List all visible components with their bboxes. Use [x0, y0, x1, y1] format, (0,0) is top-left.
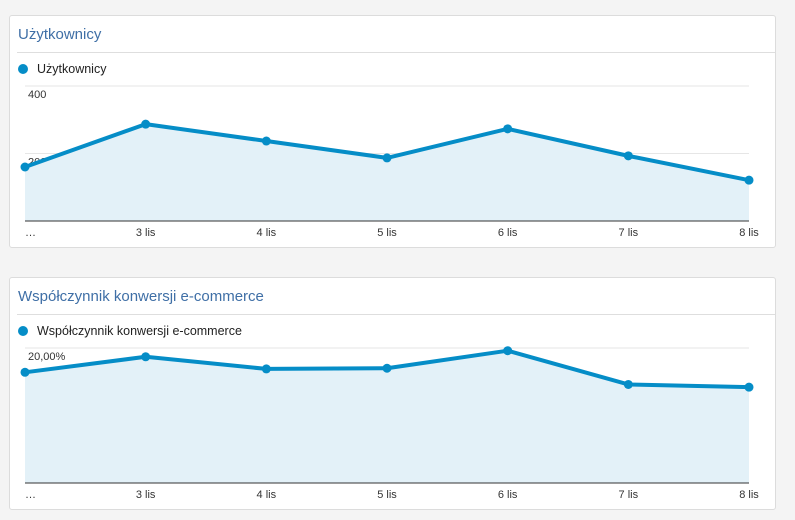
y-tick-label: 400	[28, 89, 46, 101]
data-point[interactable]	[503, 346, 513, 356]
data-point[interactable]	[20, 367, 30, 377]
x-tick-label: 6 lis	[498, 489, 518, 501]
data-point[interactable]	[141, 119, 151, 129]
data-point[interactable]	[261, 364, 271, 374]
conversion-chart-card: Współczynnik konwersji e-commerce Współc…	[9, 277, 776, 510]
x-tick-label: 6 lis	[498, 227, 518, 239]
x-tick-label: …	[25, 227, 36, 239]
data-point[interactable]	[261, 136, 271, 146]
area-fill	[25, 350, 749, 483]
x-tick-label: 5 lis	[377, 489, 397, 501]
legend-dot-icon	[18, 326, 28, 336]
x-tick-label: 5 lis	[377, 227, 397, 239]
divider	[17, 314, 775, 315]
data-point[interactable]	[141, 352, 151, 362]
y-tick-label: 20,00%	[28, 351, 66, 363]
legend-label: Użytkownicy	[37, 62, 107, 76]
x-tick-label: 4 lis	[257, 489, 277, 501]
data-point[interactable]	[382, 153, 392, 163]
data-point[interactable]	[744, 175, 754, 185]
data-point[interactable]	[20, 162, 30, 172]
legend-dot-icon	[18, 64, 28, 74]
users-chart-card: Użytkownicy Użytkownicy 400 200… 3 lis 4 li…	[9, 15, 776, 248]
x-tick-label: 7 lis	[619, 489, 639, 501]
chart-title: Użytkownicy	[18, 26, 102, 43]
data-point[interactable]	[623, 379, 633, 389]
data-point[interactable]	[503, 124, 513, 134]
x-tick-label: …	[25, 489, 36, 501]
data-point[interactable]	[744, 382, 754, 392]
data-point[interactable]	[623, 151, 633, 161]
x-tick-label: 3 lis	[136, 489, 156, 501]
x-tick-label: 8 lis	[739, 227, 759, 239]
area-fill	[25, 124, 749, 221]
x-tick-label: 8 lis	[739, 489, 759, 501]
legend[interactable]: Użytkownicy	[18, 62, 106, 76]
chart-title: Współczynnik konwersji e-commerce	[18, 288, 264, 305]
data-point[interactable]	[382, 363, 392, 373]
legend[interactable]: Współczynnik konwersji e-commerce	[18, 324, 242, 338]
legend-label: Współczynnik konwersji e-commerce	[37, 324, 242, 338]
x-tick-label: 4 lis	[257, 227, 277, 239]
x-tick-label: 7 lis	[619, 227, 639, 239]
divider	[17, 52, 775, 53]
x-tick-label: 3 lis	[136, 227, 156, 239]
